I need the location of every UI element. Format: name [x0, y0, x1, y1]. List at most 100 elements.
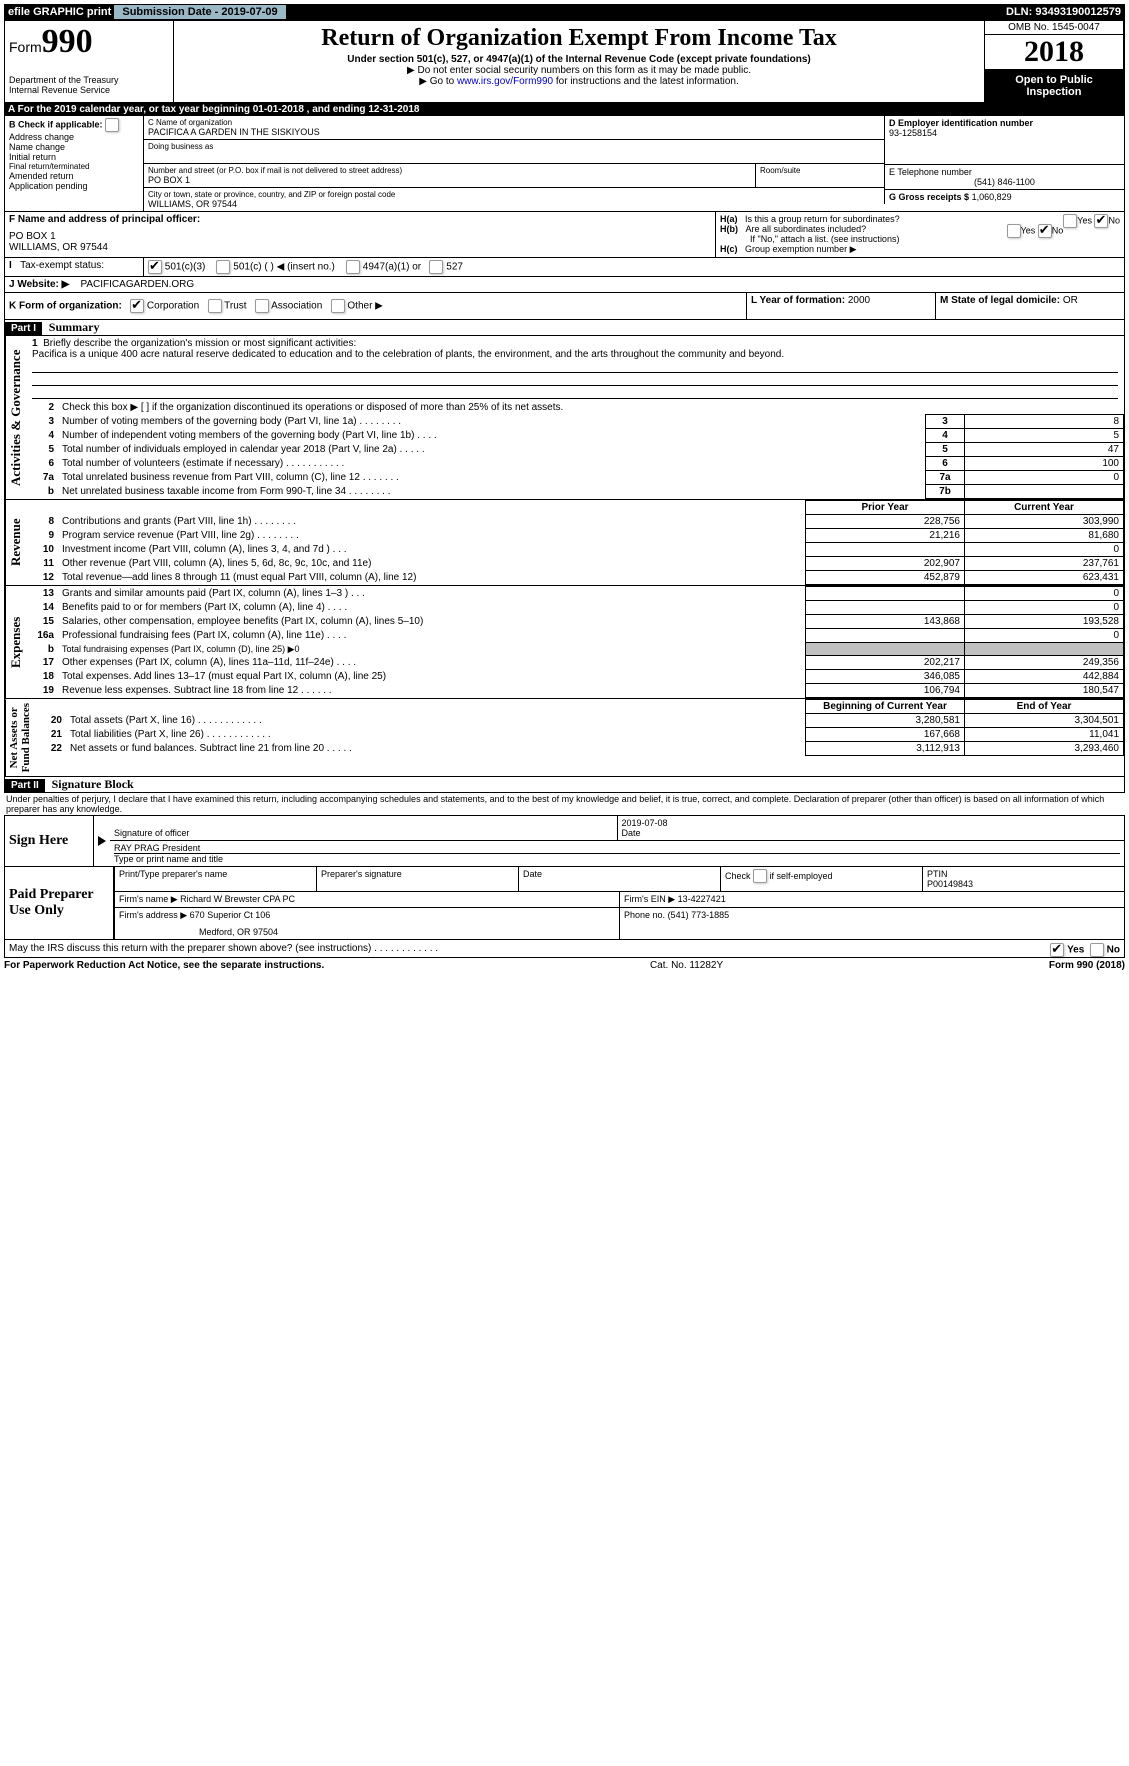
- checkbox-icon[interactable]: [148, 260, 162, 274]
- yes-label: Yes: [1067, 945, 1084, 956]
- ha-question: Is this a group return for subordinates?: [745, 214, 900, 224]
- discuss-question: May the IRS discuss this return with the…: [9, 943, 438, 954]
- domicile-label: M State of legal domicile:: [940, 295, 1060, 306]
- tax-status-label: Tax-exempt status:: [20, 260, 104, 271]
- vert-governance: Activities & Governance: [5, 336, 26, 499]
- 4947-label: 4947(a)(1) or: [363, 262, 421, 273]
- irs-link[interactable]: www.irs.gov/Form990: [457, 76, 553, 87]
- gross-receipts-label: G Gross receipts $: [889, 192, 969, 202]
- firm-phone: (541) 773-1885: [668, 910, 730, 920]
- yes-label: Yes: [1021, 225, 1036, 235]
- checkbox-icon[interactable]: [255, 299, 269, 313]
- checkbox-icon[interactable]: [753, 869, 767, 883]
- checkbox-icon[interactable]: [429, 260, 443, 274]
- org-name-label: C Name of organization: [148, 118, 880, 127]
- org-name: PACIFICA A GARDEN IN THE SISKIYOUS: [148, 127, 880, 137]
- ptin: P00149843: [927, 879, 1120, 889]
- street-label: Number and street (or P.O. box if mail i…: [148, 166, 751, 175]
- netassets-table: Beginning of Current YearEnd of Year20To…: [34, 699, 1124, 756]
- paperwork-notice: For Paperwork Reduction Act Notice, see …: [4, 960, 324, 971]
- street: PO BOX 1: [148, 175, 751, 185]
- officer-name: RAY PRAG President: [114, 843, 1120, 854]
- checkbox-icon[interactable]: [331, 299, 345, 313]
- subtitle-1: Under section 501(c), 527, or 4947(a)(1)…: [176, 54, 982, 65]
- year-formation-label: L Year of formation:: [751, 295, 845, 306]
- subtitle-2: ▶ Do not enter social security numbers o…: [176, 65, 982, 76]
- check-name-change: Name change: [9, 142, 139, 152]
- governance-table: 2Check this box ▶ [ ] if the organizatio…: [26, 401, 1124, 499]
- form-org-label: K Form of organization:: [9, 301, 122, 312]
- 501c3-label: 501(c)(3): [165, 262, 206, 273]
- assoc-label: Association: [271, 301, 322, 312]
- open-to-public: Open to Public Inspection: [984, 70, 1124, 102]
- trust-label: Trust: [224, 301, 246, 312]
- checkbox-icon[interactable]: [1094, 214, 1108, 228]
- firm-name: Richard W Brewster CPA PC: [180, 894, 295, 904]
- website: PACIFICAGARDEN.ORG: [80, 279, 194, 290]
- check-final-return: Final return/terminated: [9, 162, 139, 171]
- checkbox-icon[interactable]: [130, 299, 144, 313]
- firm-city: Medford, OR 97504: [119, 921, 615, 937]
- firm-ein-label: Firm's EIN ▶: [624, 894, 675, 904]
- part-ii-header: Part II: [5, 779, 45, 792]
- part-i-title: Summary: [49, 320, 100, 335]
- sig-date-label: Date: [622, 828, 1121, 838]
- checkbox-icon[interactable]: [1090, 943, 1104, 957]
- check-app-pending: Application pending: [9, 181, 139, 191]
- part-ii-title: Signature Block: [52, 777, 134, 792]
- omb-number: OMB No. 1545-0047: [984, 21, 1124, 35]
- no-label: No: [1052, 225, 1064, 235]
- goto-suffix: for instructions and the latest informat…: [553, 76, 739, 87]
- expenses-table: 13Grants and similar amounts paid (Part …: [26, 586, 1124, 698]
- vert-expenses: Expenses: [5, 586, 26, 698]
- other-label: Other ▶: [347, 301, 382, 312]
- efile-label[interactable]: efile GRAPHIC print: [8, 6, 111, 18]
- 501c-label: 501(c) ( ) ◀ (insert no.): [233, 262, 335, 273]
- ptin-label: PTIN: [927, 869, 1120, 879]
- sig-date: 2019-07-08: [622, 818, 1121, 828]
- no-label: No: [1107, 945, 1120, 956]
- mission-label: Briefly describe the organization's miss…: [43, 338, 356, 349]
- room-label: Room/suite: [760, 166, 880, 175]
- phone-label: E Telephone number: [889, 167, 1120, 177]
- form-label: Form: [9, 39, 42, 55]
- checkbox-icon[interactable]: [208, 299, 222, 313]
- hb-question: Are all subordinates included?: [746, 224, 867, 234]
- form-number: 990: [42, 23, 93, 60]
- corp-label: Corporation: [147, 301, 199, 312]
- sign-here-label: Sign Here: [5, 816, 94, 866]
- checkbox-icon[interactable]: [1063, 214, 1077, 228]
- officer-addr2: WILLIAMS, OR 97544: [9, 242, 711, 253]
- cat-no: Cat. No. 11282Y: [650, 960, 723, 971]
- 527-label: 527: [446, 262, 463, 273]
- website-label: J Website: ▶: [9, 279, 69, 290]
- gross-receipts: 1,060,829: [972, 192, 1012, 202]
- prep-date-label: Date: [523, 869, 716, 879]
- submission-date: Submission Date - 2019-07-09: [114, 5, 285, 19]
- line-a-tax-year: A For the 2019 calendar year, or tax yea…: [4, 103, 1125, 116]
- form-header: Form990 Department of the Treasury Inter…: [4, 20, 1125, 103]
- goto-prefix: ▶ Go to: [419, 76, 457, 87]
- firm-name-label: Firm's name ▶: [119, 894, 178, 904]
- firm-addr: 670 Superior Ct 106: [190, 910, 271, 920]
- vert-revenue: Revenue: [5, 500, 26, 585]
- check-initial-return: Initial return: [9, 152, 139, 162]
- section-b-title: B Check if applicable:: [9, 118, 139, 132]
- checkbox-icon[interactable]: [1038, 224, 1052, 238]
- paid-preparer-label: Paid Preparer Use Only: [5, 867, 114, 939]
- self-emp-label: Check if self-employed: [725, 871, 833, 881]
- checkbox-icon[interactable]: [216, 260, 230, 274]
- checkbox-icon[interactable]: [1007, 224, 1021, 238]
- phone: (541) 846-1100: [889, 177, 1120, 187]
- dba-label: Doing business as: [148, 142, 880, 151]
- checkbox-icon[interactable]: [346, 260, 360, 274]
- checkbox-icon[interactable]: [1050, 943, 1064, 957]
- city: WILLIAMS, OR 97544: [148, 199, 880, 209]
- officer-name-label: Type or print name and title: [114, 854, 1120, 864]
- checkbox-icon[interactable]: [105, 118, 119, 132]
- dln: DLN: 93493190012579: [1006, 6, 1121, 18]
- revenue-table: Prior YearCurrent Year8Contributions and…: [26, 500, 1124, 585]
- tax-year: 2018: [984, 35, 1124, 70]
- check-address-change: Address change: [9, 132, 139, 142]
- year-formation: 2000: [848, 295, 870, 306]
